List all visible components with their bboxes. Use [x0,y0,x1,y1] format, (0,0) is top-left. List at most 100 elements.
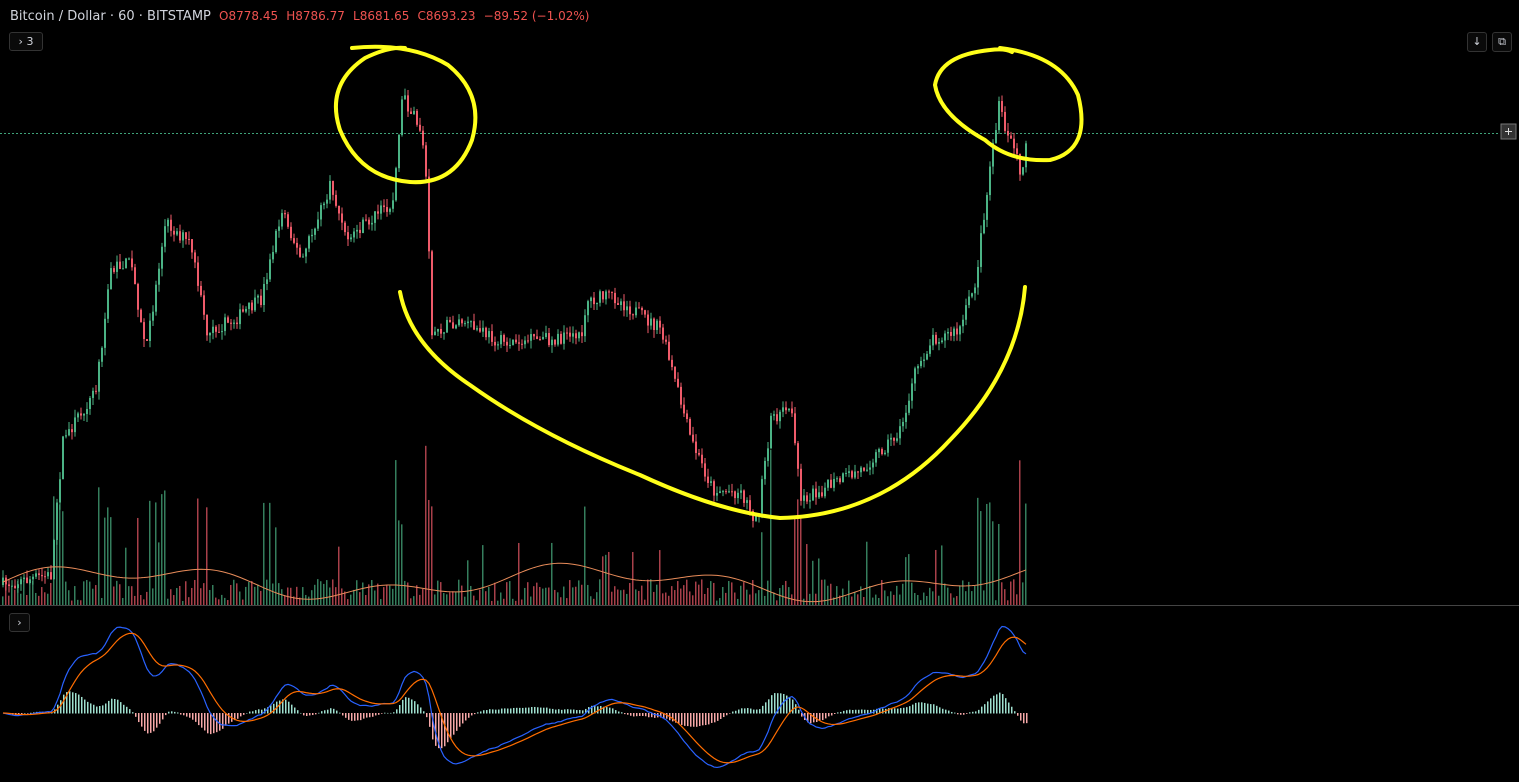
candle-body [911,383,913,401]
histogram-bar [99,706,101,714]
volume-bar [995,600,997,605]
volume-bar [881,579,883,605]
histogram-bar [21,713,23,715]
maximize-button[interactable]: ⧉ [1492,32,1512,52]
histogram-bar [72,692,74,714]
histogram-bar [492,709,494,714]
volume-bar [299,597,301,605]
histogram-bar [759,709,761,714]
volume-bar [356,580,358,605]
histogram-bar [282,699,284,714]
volume-bar [638,590,640,605]
histogram-bar [159,713,161,724]
histogram-bar [807,713,809,723]
histogram-bar [930,704,932,714]
candle-body [887,439,889,453]
candle-body [632,314,634,316]
histogram-bar [663,713,665,719]
candle-body [530,334,532,341]
histogram-bar [375,713,377,716]
candle-body [71,429,73,433]
histogram-bar [270,705,272,714]
volume-bar [662,593,664,605]
histogram-bar [972,711,974,714]
candle-body [941,340,943,343]
histogram-bar [192,713,194,720]
volume-bar [923,592,925,605]
candle-body [893,437,895,441]
candle-body [494,341,496,346]
histogram-bar [615,710,617,714]
candle-body [716,493,718,496]
histogram-bar [93,704,95,714]
histogram-bar [498,709,500,714]
volume-bar [758,590,760,605]
candle-body [686,413,688,420]
histogram-bar [351,713,353,721]
volume-bar [344,591,346,605]
histogram-bar [228,713,230,724]
volume-bar [740,585,742,605]
histogram-bar [180,713,182,715]
candle-body [467,321,469,324]
volume-bar [53,496,55,605]
volume-bar [218,599,220,605]
volume-bar [233,579,235,605]
candle-body [233,322,235,324]
histogram-bar [237,713,239,719]
volume-bar [818,558,820,605]
histogram-bar [573,709,575,714]
volume-bar [8,595,10,605]
volume-bar [893,594,895,605]
histogram-bar [738,709,740,714]
candle-body [830,479,832,488]
candle-body [992,142,994,167]
volume-bar [380,599,382,605]
histogram-bar [783,693,785,714]
candle-body [659,320,661,328]
candle-body [566,332,568,334]
volume-bar [527,582,529,605]
histogram-bar [303,713,305,716]
histogram-bar [999,692,1001,714]
volume-bar [626,593,628,605]
candle-body [23,577,25,580]
indicators-toggle[interactable]: › 3 [9,32,43,51]
volume-bar [20,593,22,605]
histogram-bar [891,707,893,714]
ohlc-close: C8693.23 [417,9,476,23]
volume-bar [317,579,319,605]
candle-body [545,333,547,337]
volume-bar [179,585,181,605]
ohlc-high: H8786.77 [286,9,345,23]
volume-bar [560,597,562,605]
volume-bar [422,588,424,605]
candle-body [650,318,652,326]
histogram-bar [684,713,686,726]
candle-body [140,309,142,323]
macd-toggle[interactable]: › [9,613,30,632]
volume-bar [83,581,85,605]
volume-bar [584,506,586,605]
volume-bar [458,579,460,605]
histogram-bar [405,697,407,714]
volume-bar [971,591,973,605]
histogram-bar [654,713,656,718]
histogram-bar [327,709,329,714]
candle-body [83,414,85,416]
candle-body [254,297,256,311]
histogram-bar [516,707,518,714]
volume-bar [14,589,16,605]
volume-bar [41,587,43,605]
histogram-bar [471,713,473,716]
scroll-button[interactable]: ↓ [1467,32,1487,52]
volume-bar [698,584,700,605]
volume-bar [869,586,871,605]
histogram-bar [414,701,416,714]
histogram-bar [453,713,455,735]
candle-body [470,321,472,323]
candle-body [500,335,502,345]
volume-bar [512,598,514,605]
candle-body [671,359,673,368]
histogram-bar [354,713,356,721]
